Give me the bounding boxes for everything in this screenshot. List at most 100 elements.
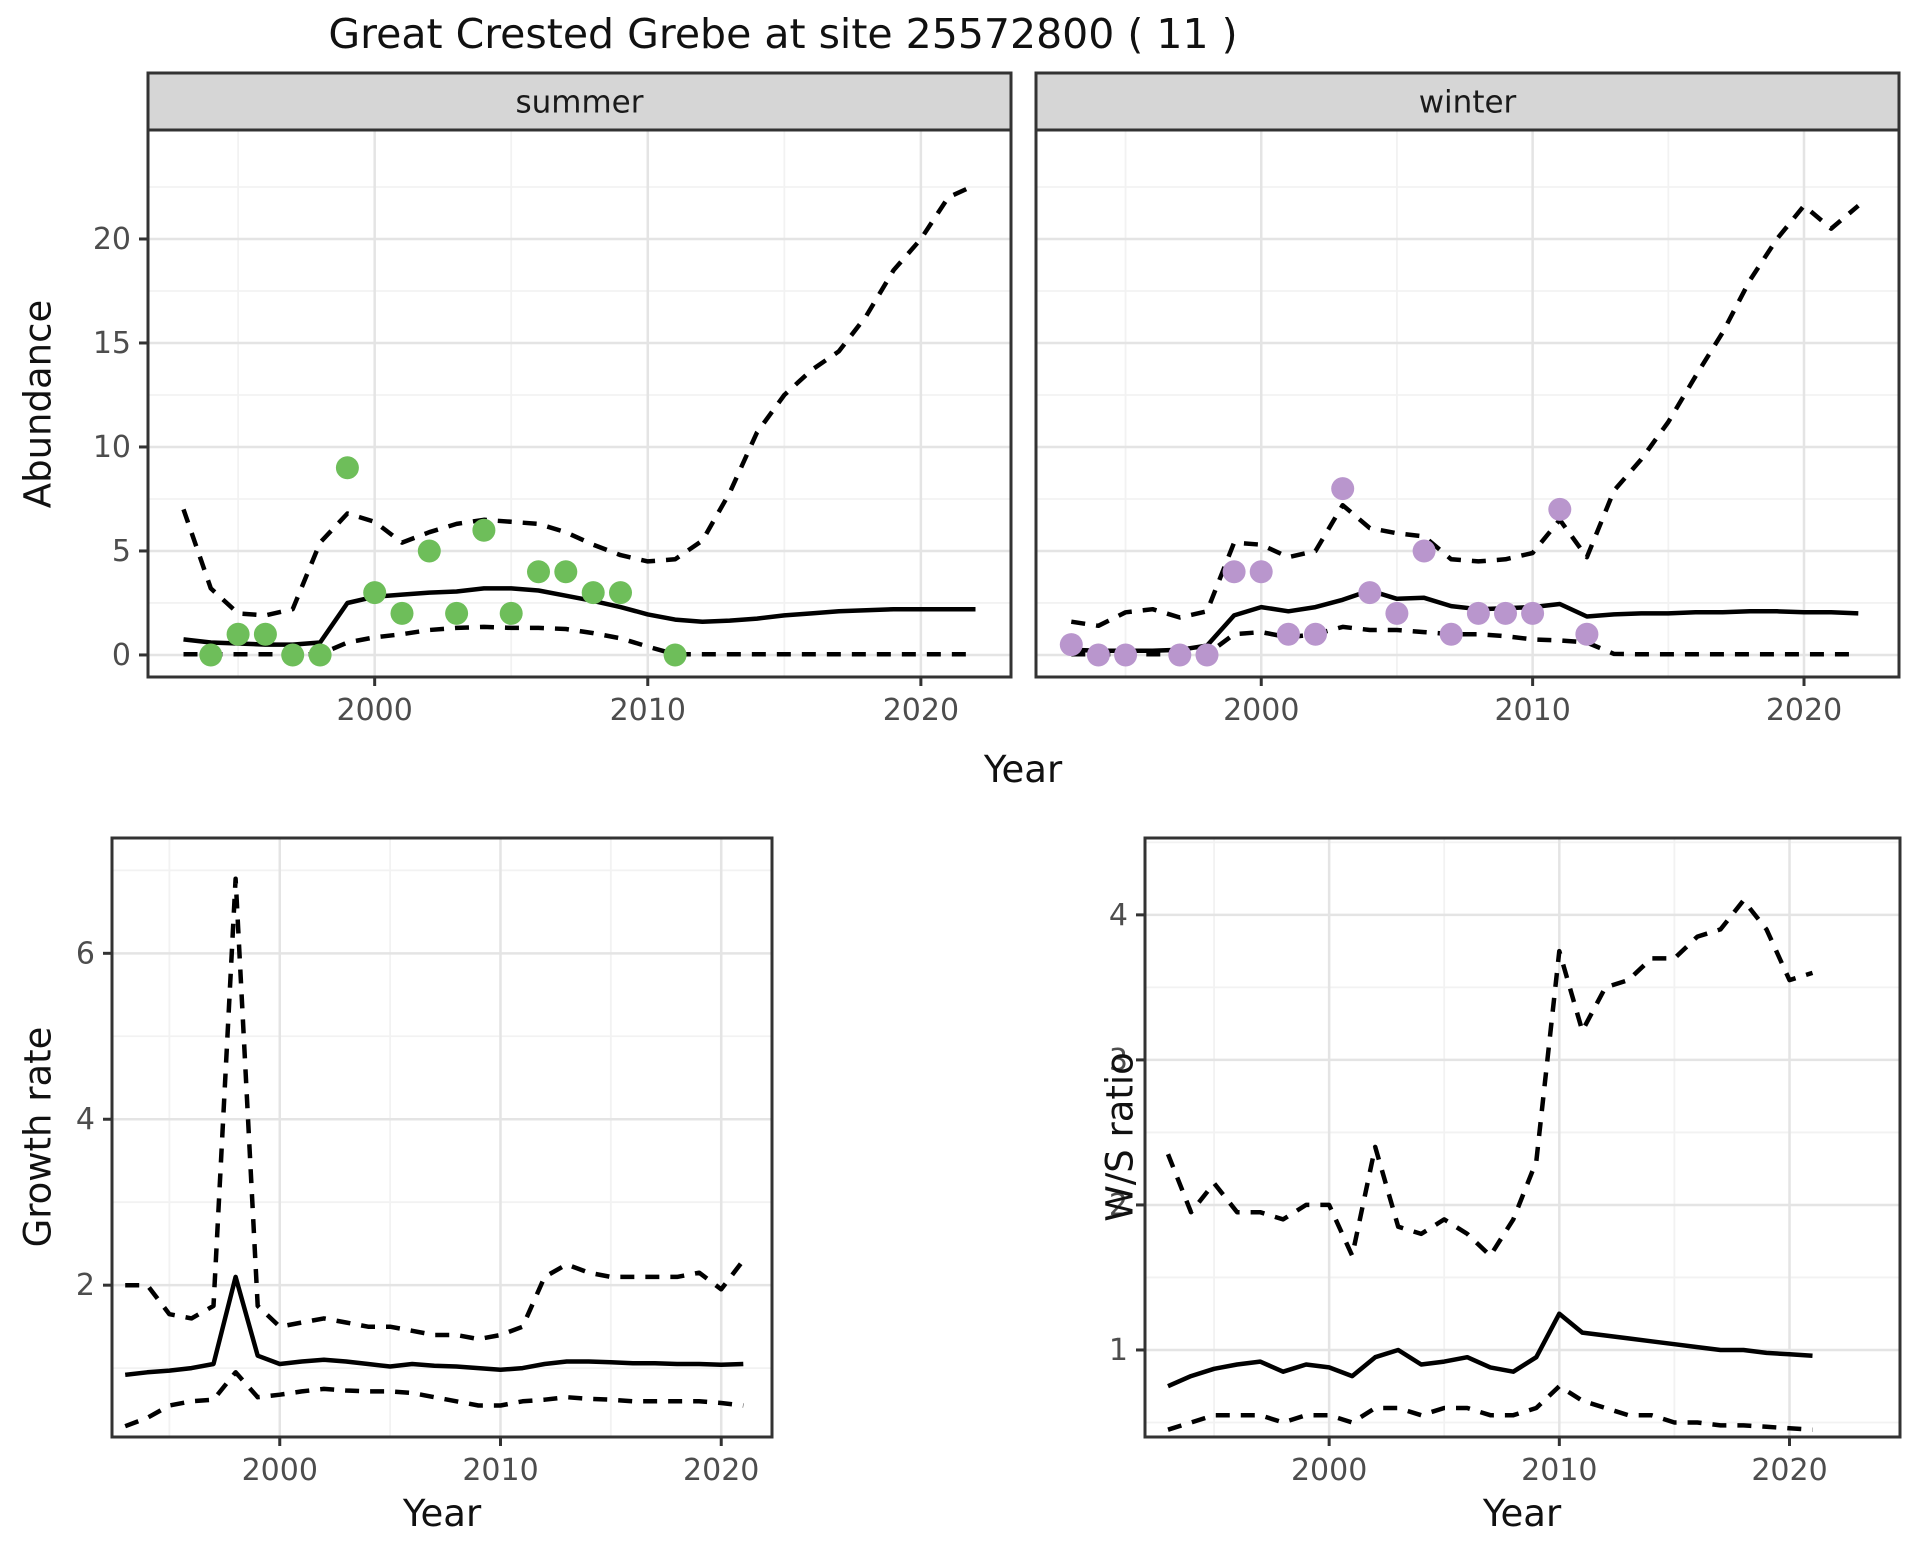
growth-rate-axis-title: Growth rate xyxy=(16,1026,60,1248)
chart-title: Great Crested Grebe at site 25572800 ( 1… xyxy=(328,10,1238,58)
ws-ratio-mean-line xyxy=(1167,1311,1813,1389)
data-point xyxy=(390,601,414,625)
y-tick-label: 10 xyxy=(93,430,131,465)
data-point xyxy=(663,643,687,667)
facet-strip xyxy=(1034,71,1901,132)
panel-border xyxy=(1034,128,1901,679)
facet-label: summer xyxy=(515,85,643,121)
gridlines-minor xyxy=(1145,838,1900,1437)
x-tick-label: 2000 xyxy=(336,693,412,728)
panel-winter-abundance: 2000 2010 2020 winter xyxy=(1034,71,1901,728)
panel-border xyxy=(110,836,774,1439)
data-point xyxy=(1059,633,1083,657)
data-point xyxy=(1276,622,1300,646)
x-tick-label: 2020 xyxy=(883,693,959,728)
data-point xyxy=(1331,477,1355,501)
data-point xyxy=(1249,560,1273,584)
x-tick-label: 2020 xyxy=(1766,693,1842,728)
data-point xyxy=(1548,497,1572,521)
growth-year-axis-title: Year xyxy=(402,1492,482,1535)
data-point xyxy=(1466,601,1490,625)
facet-strip xyxy=(146,71,1013,132)
axis-ticks: 2000 2010 2020 0 5 10 15 20 xyxy=(93,222,959,728)
data-point xyxy=(609,581,632,605)
data-point xyxy=(1521,601,1545,625)
panel-growth-rate: 2000 2010 2020 2 4 6 xyxy=(76,836,774,1488)
winter-abundance-observed-counts xyxy=(1059,477,1599,667)
data-point xyxy=(1304,622,1327,646)
panel-ws-ratio: 2000 2010 2020 1 2 3 4 xyxy=(1109,836,1902,1488)
data-point xyxy=(472,518,496,542)
panel-border xyxy=(1143,836,1902,1439)
panel-summer-abundance: 2000 2010 2020 0 5 10 15 20 summer xyxy=(93,71,1013,728)
x-tick-label: 2000 xyxy=(1223,693,1299,728)
x-tick-label: 2020 xyxy=(683,1453,759,1488)
summer-abundance-upper-ci-line xyxy=(181,182,977,618)
winter-abundance-upper-ci-line xyxy=(1070,203,1860,629)
data-point xyxy=(417,539,441,563)
data-point xyxy=(499,601,523,625)
gridlines-major xyxy=(112,838,772,1437)
data-point xyxy=(1358,581,1382,605)
data-point xyxy=(308,643,332,667)
y-tick-label: 3 xyxy=(1109,1043,1128,1078)
x-tick-label: 2020 xyxy=(1751,1453,1827,1488)
data-point xyxy=(199,643,223,667)
y-tick-label: 0 xyxy=(112,638,131,673)
ws-ratio-lower-ci-line xyxy=(1167,1383,1813,1432)
data-point xyxy=(554,560,578,584)
y-tick-label: 4 xyxy=(76,1102,95,1137)
growth-rate-upper-ci-line xyxy=(125,876,746,1342)
data-point xyxy=(527,560,550,584)
data-point xyxy=(1086,643,1110,667)
y-tick-label: 2 xyxy=(1109,1188,1128,1223)
summer-abundance-observed-counts xyxy=(199,456,687,667)
data-point xyxy=(1575,622,1599,646)
gridlines-minor xyxy=(148,130,1011,677)
y-tick-label: 15 xyxy=(93,326,131,361)
x-tick-label: 2000 xyxy=(242,1453,318,1488)
ws-year-axis-title: Year xyxy=(1482,1492,1562,1535)
data-point xyxy=(253,622,277,646)
data-point xyxy=(1168,643,1192,667)
data-point xyxy=(1114,643,1138,667)
y-tick-label: 5 xyxy=(112,534,131,569)
facet-label: winter xyxy=(1419,85,1517,121)
data-point xyxy=(335,456,359,480)
data-point xyxy=(581,581,605,605)
y-tick-label: 4 xyxy=(1109,898,1128,933)
gridlines-major xyxy=(1145,838,1900,1437)
data-point xyxy=(1439,622,1463,646)
data-point xyxy=(281,643,305,667)
axis-ticks: 2000 2010 2020 xyxy=(1223,677,1842,728)
data-point xyxy=(445,601,469,625)
x-tick-label: 2010 xyxy=(1521,1453,1597,1488)
data-point xyxy=(226,622,250,646)
y-tick-label: 6 xyxy=(76,936,95,971)
x-tick-label: 2010 xyxy=(462,1453,538,1488)
x-tick-label: 2010 xyxy=(610,693,686,728)
winter-abundance-mean-line xyxy=(1071,588,1859,654)
data-point xyxy=(1385,601,1409,625)
y-tick-label: 1 xyxy=(1109,1333,1128,1368)
abundance-axis-title: Abundance xyxy=(16,299,60,509)
gridlines-minor xyxy=(1036,130,1899,677)
growth-rate-lower-ci-line xyxy=(124,1370,744,1429)
growth-rate-mean-line xyxy=(124,1274,744,1378)
x-tick-label: 2010 xyxy=(1494,693,1570,728)
gridlines-minor xyxy=(112,838,772,1437)
summer-abundance-mean-line xyxy=(183,586,976,647)
gridlines-major xyxy=(148,130,1011,677)
data-point xyxy=(1494,601,1517,625)
y-tick-label: 2 xyxy=(76,1268,95,1303)
gridlines-major xyxy=(1036,130,1899,677)
data-point xyxy=(1195,643,1219,667)
x-tick-label: 2000 xyxy=(1291,1453,1367,1488)
axis-ticks: 2000 2010 2020 2 4 6 xyxy=(76,936,760,1488)
top-year-axis-title: Year xyxy=(983,748,1063,791)
ws-ratio-upper-ci-line xyxy=(1165,898,1814,1258)
data-point xyxy=(1222,560,1246,584)
data-point xyxy=(1412,539,1436,563)
